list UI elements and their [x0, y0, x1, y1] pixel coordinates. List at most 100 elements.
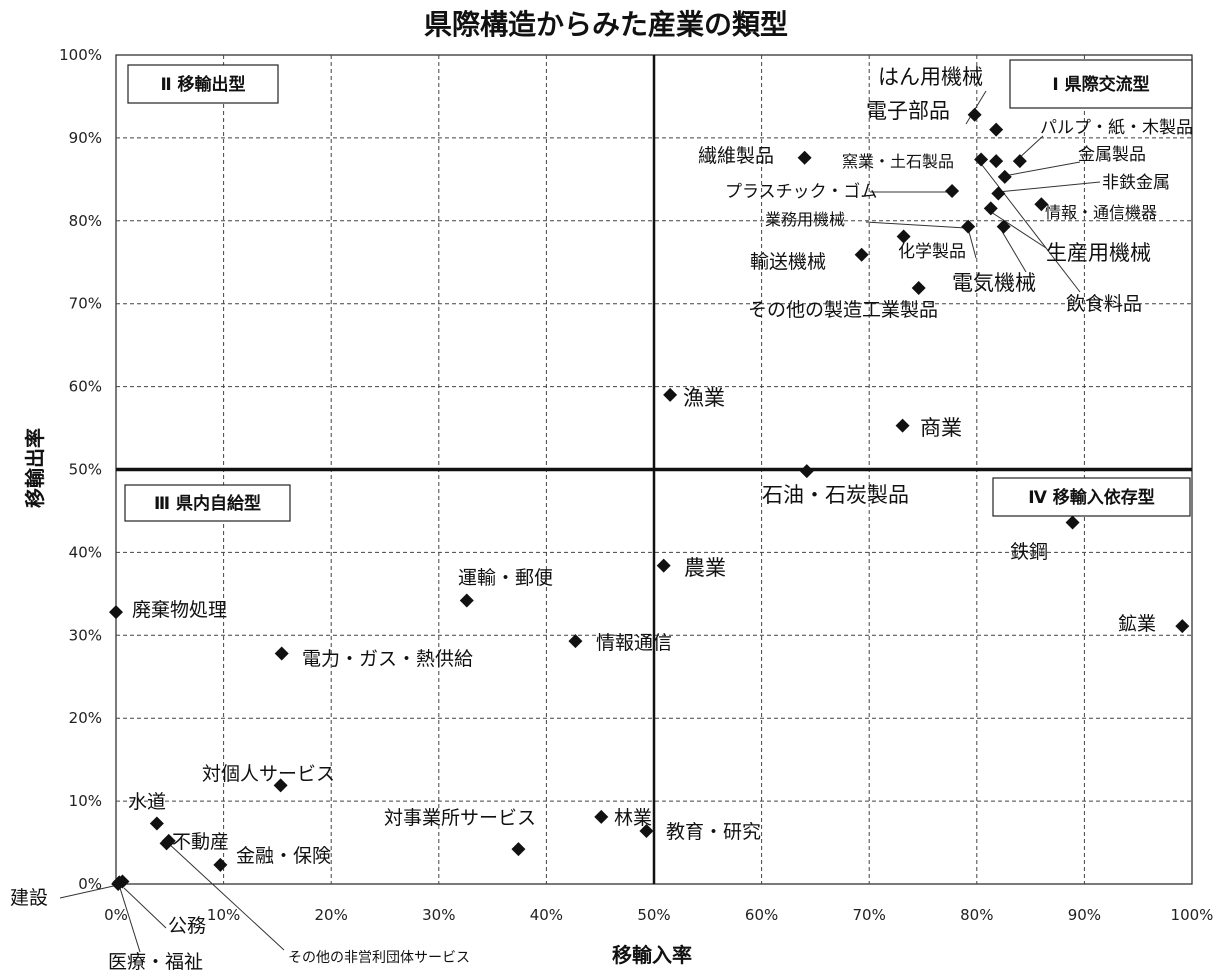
quadrant-text: Ⅰ 県際交流型: [1052, 74, 1149, 95]
point-label: 輸送機械: [750, 251, 826, 273]
point-label: 石油・石炭製品: [762, 483, 909, 507]
data-point: [989, 122, 1004, 137]
data-point: [213, 857, 228, 872]
quadrant-label: Ⅱ 移輸出型: [127, 64, 279, 104]
y-tick-label: 40%: [69, 543, 102, 561]
chart-title: 県際構造からみた産業の類型: [424, 8, 788, 41]
point-label: 農業: [684, 556, 726, 580]
data-point: [594, 809, 609, 824]
y-tick-label: 50%: [69, 461, 102, 479]
point-label: 水道: [128, 791, 166, 813]
leader-line: [965, 90, 987, 125]
data-point: [989, 154, 1004, 169]
point-label: 対個人サービス: [202, 763, 335, 785]
data-point: [854, 247, 869, 262]
x-tick-label: 50%: [637, 906, 670, 924]
point-label: 飲食料品: [1066, 293, 1142, 315]
x-tick-label: 60%: [745, 906, 778, 924]
data-point: [639, 823, 654, 838]
data-point: [568, 634, 583, 649]
x-tick-label: 0%: [104, 906, 128, 924]
quadrant-text: Ⅱ 移輸出型: [160, 74, 245, 95]
point-label: 運輸・郵便: [458, 567, 553, 589]
data-point: [896, 229, 911, 244]
data-point: [895, 418, 910, 433]
point-label: 電力・ガス・熱供給: [302, 648, 473, 670]
leader-lines: [59, 90, 1101, 953]
data-point: [1175, 619, 1190, 634]
leader-line: [967, 227, 977, 259]
point-label: 林業: [614, 807, 652, 829]
point-label: 金属製品: [1078, 145, 1146, 165]
tick-labels: 0% 10% 20% 30% 40% 50% 60% 70% 80% 90% 100% 0% 10% 20…: [59, 46, 1213, 924]
quadrant-text: Ⅲ 県内自給型: [154, 493, 261, 514]
data-point: [967, 107, 982, 122]
y-tick-label: 10%: [69, 792, 102, 810]
y-axis-label: 移輸出率: [23, 428, 47, 508]
data-point: [945, 183, 960, 198]
leader-line: [59, 884, 119, 899]
point-label: 医療・福祉: [108, 951, 203, 973]
point-label: 業務用機械: [765, 210, 845, 229]
data-point: [911, 280, 926, 295]
point-label: 電子部品: [866, 99, 950, 123]
data-point: [996, 219, 1011, 234]
point-label: プラスチック・ゴム: [725, 181, 877, 202]
point-label: 鉱業: [1118, 613, 1156, 635]
point-label: 廃棄物処理: [132, 599, 227, 621]
leader-line: [999, 227, 1027, 273]
y-tick-label: 30%: [69, 626, 102, 644]
x-tick-label: 70%: [853, 906, 886, 924]
leader-line: [997, 181, 1101, 193]
point-label: 鉄鋼: [1010, 541, 1048, 563]
x-tick-label: 20%: [315, 906, 348, 924]
point-label: 漁業: [683, 386, 725, 410]
data-point: [797, 150, 812, 165]
data-point: [1034, 197, 1049, 212]
data-point: [112, 875, 127, 890]
quadrant-label: Ⅰ 県際交流型: [1009, 59, 1193, 109]
point-label: 対事業所サービス: [384, 807, 536, 829]
leader-line: [123, 887, 167, 929]
point-label: 化学製品: [898, 242, 966, 262]
x-tick-label: 10%: [207, 906, 240, 924]
grid: [115, 54, 1193, 885]
data-point: [983, 201, 998, 216]
quadrant-label: Ⅳ 移輸入依存型: [992, 477, 1191, 517]
point-label: 情報・通信機器: [1045, 203, 1157, 222]
x-tick-label: 30%: [422, 906, 455, 924]
data-point: [1012, 154, 1027, 169]
point-label: 建設: [10, 887, 48, 909]
data-point: [656, 558, 671, 573]
data-point: [1065, 515, 1080, 530]
data-point: [274, 646, 289, 661]
leader-line: [865, 221, 967, 229]
point-label: その他の非営利団体サービス: [288, 950, 470, 966]
leader-line: [119, 887, 141, 953]
point-label: 不動産: [172, 831, 229, 853]
y-tick-label: 60%: [69, 378, 102, 396]
data-point: [663, 387, 678, 402]
data-point: [161, 833, 176, 848]
x-tick-label: 100%: [1171, 906, 1214, 924]
point-label: パルプ・紙・木製品: [1040, 118, 1193, 138]
data-point: [511, 842, 526, 857]
data-point: [997, 169, 1012, 184]
data-point: [961, 219, 976, 234]
point-label: その他の製造工業製品: [748, 299, 938, 321]
leader-line: [981, 164, 1081, 293]
point-label: 商業: [920, 416, 962, 440]
x-tick-label: 40%: [530, 906, 563, 924]
quadrant-box: [127, 64, 279, 104]
quadrant-box: [124, 484, 291, 522]
x-axis-label: 移輸入率: [612, 943, 692, 967]
y-tick-label: 70%: [69, 295, 102, 313]
data-point: [991, 186, 1006, 201]
x-tick-label: 80%: [960, 906, 993, 924]
data-points: [109, 107, 1190, 891]
point-label: 情報通信: [596, 632, 672, 654]
point-label: 非鉄金属: [1102, 173, 1170, 193]
point-label: 生産用機械: [1046, 241, 1151, 265]
